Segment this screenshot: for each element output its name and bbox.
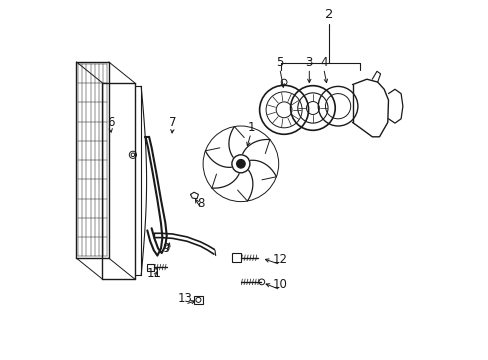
Text: 5: 5	[276, 57, 283, 69]
Bar	[231, 253, 241, 262]
Bar	[146, 264, 153, 271]
Text: 2: 2	[324, 8, 333, 21]
Text: 9: 9	[162, 242, 169, 255]
Text: 3: 3	[305, 57, 312, 69]
Text: 8: 8	[197, 197, 204, 210]
Text: 7: 7	[168, 116, 176, 129]
Text: 10: 10	[272, 278, 287, 291]
Text: 4: 4	[319, 57, 327, 69]
Text: 6: 6	[106, 116, 114, 129]
Circle shape	[236, 159, 244, 168]
Text: 1: 1	[247, 121, 254, 134]
Text: 13: 13	[177, 292, 192, 305]
Text: 12: 12	[272, 253, 287, 266]
Text: 11: 11	[146, 267, 161, 280]
Bar	[194, 296, 203, 304]
